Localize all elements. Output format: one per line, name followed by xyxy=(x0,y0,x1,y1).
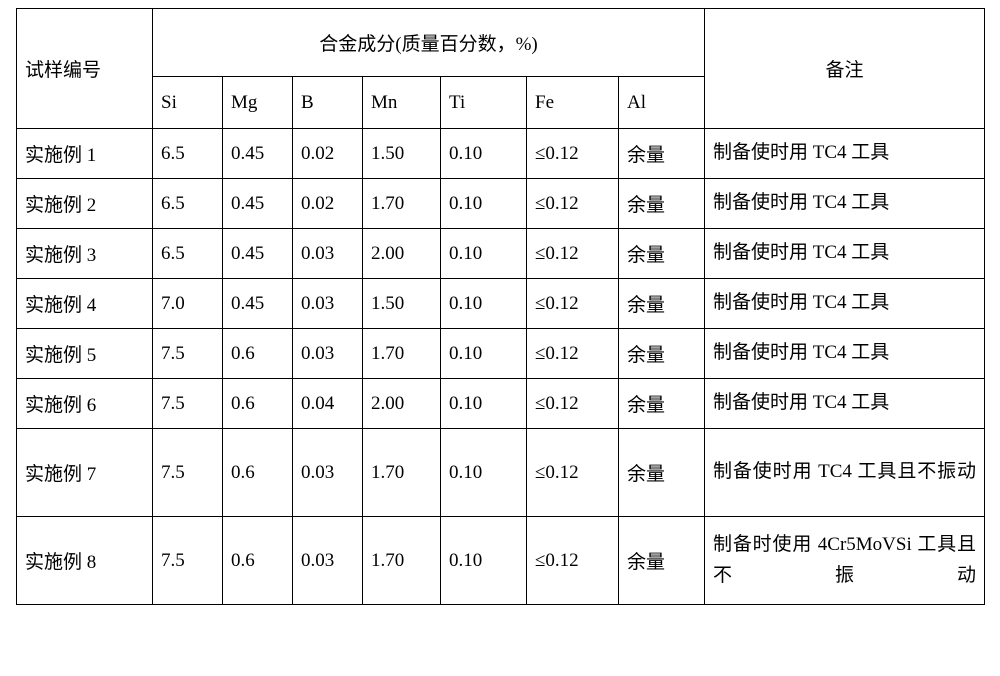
table-row: 实施例 47.00.450.031.500.10≤0.12余量制备使时用 TC4… xyxy=(17,279,985,329)
cell-mg: 0.45 xyxy=(223,229,293,279)
cell-al: 余量 xyxy=(619,179,705,229)
cell-al: 余量 xyxy=(619,229,705,279)
cell-id: 实施例 1 xyxy=(17,129,153,179)
table-row: 实施例 57.50.60.031.700.10≤0.12余量制备使时用 TC4 … xyxy=(17,329,985,379)
cell-mn: 1.50 xyxy=(363,129,441,179)
cell-b: 0.03 xyxy=(293,429,363,517)
header-col-mn: Mn xyxy=(363,77,441,129)
cell-mg: 0.6 xyxy=(223,329,293,379)
table-header-row-1: 试样编号 合金成分(质量百分数，%) 备注 xyxy=(17,9,985,77)
table-row: 实施例 87.50.60.031.700.10≤0.12余量制备时使用 4Cr5… xyxy=(17,517,985,605)
cell-b: 0.03 xyxy=(293,329,363,379)
table-row: 实施例 16.50.450.021.500.10≤0.12余量制备使时用 TC4… xyxy=(17,129,985,179)
cell-fe: ≤0.12 xyxy=(527,279,619,329)
cell-si: 6.5 xyxy=(153,229,223,279)
cell-al: 余量 xyxy=(619,129,705,179)
cell-si: 6.5 xyxy=(153,179,223,229)
cell-remark: 制备使时用 TC4 工具 xyxy=(705,379,985,429)
cell-remark: 制备时使用 4Cr5MoVSi 工具且不振动 xyxy=(705,517,985,605)
cell-fe: ≤0.12 xyxy=(527,329,619,379)
table-row: 实施例 67.50.60.042.000.10≤0.12余量制备使时用 TC4 … xyxy=(17,379,985,429)
cell-id: 实施例 5 xyxy=(17,329,153,379)
cell-si: 7.0 xyxy=(153,279,223,329)
cell-ti: 0.10 xyxy=(441,179,527,229)
cell-si: 6.5 xyxy=(153,129,223,179)
cell-mg: 0.45 xyxy=(223,129,293,179)
table-row: 实施例 36.50.450.032.000.10≤0.12余量制备使时用 TC4… xyxy=(17,229,985,279)
cell-al: 余量 xyxy=(619,379,705,429)
header-col-mg: Mg xyxy=(223,77,293,129)
cell-mn: 2.00 xyxy=(363,229,441,279)
cell-ti: 0.10 xyxy=(441,379,527,429)
cell-remark: 制备使时用 TC4 工具 xyxy=(705,129,985,179)
cell-ti: 0.10 xyxy=(441,129,527,179)
header-composition: 合金成分(质量百分数，%) xyxy=(153,9,705,77)
cell-remark: 制备使时用 TC4 工具 xyxy=(705,279,985,329)
cell-b: 0.03 xyxy=(293,229,363,279)
cell-ti: 0.10 xyxy=(441,229,527,279)
cell-id: 实施例 8 xyxy=(17,517,153,605)
header-col-si: Si xyxy=(153,77,223,129)
cell-ti: 0.10 xyxy=(441,329,527,379)
cell-si: 7.5 xyxy=(153,429,223,517)
cell-ti: 0.10 xyxy=(441,279,527,329)
cell-remark: 制备使时用 TC4 工具 xyxy=(705,329,985,379)
cell-fe: ≤0.12 xyxy=(527,517,619,605)
table-row: 实施例 77.50.60.031.700.10≤0.12余量制备使时用 TC4 … xyxy=(17,429,985,517)
cell-fe: ≤0.12 xyxy=(527,129,619,179)
cell-si: 7.5 xyxy=(153,379,223,429)
cell-si: 7.5 xyxy=(153,517,223,605)
cell-b: 0.03 xyxy=(293,279,363,329)
cell-id: 实施例 3 xyxy=(17,229,153,279)
header-col-fe: Fe xyxy=(527,77,619,129)
cell-al: 余量 xyxy=(619,279,705,329)
header-sample-id: 试样编号 xyxy=(17,9,153,129)
header-col-ti: Ti xyxy=(441,77,527,129)
cell-mn: 1.70 xyxy=(363,179,441,229)
cell-b: 0.04 xyxy=(293,379,363,429)
cell-b: 0.02 xyxy=(293,179,363,229)
cell-id: 实施例 2 xyxy=(17,179,153,229)
cell-al: 余量 xyxy=(619,329,705,379)
cell-mn: 1.70 xyxy=(363,429,441,517)
cell-mn: 1.70 xyxy=(363,329,441,379)
cell-remark: 制备使时用 TC4 工具 xyxy=(705,229,985,279)
cell-mn: 1.50 xyxy=(363,279,441,329)
cell-fe: ≤0.12 xyxy=(527,379,619,429)
cell-mg: 0.6 xyxy=(223,379,293,429)
cell-mg: 0.45 xyxy=(223,179,293,229)
header-col-al: Al xyxy=(619,77,705,129)
cell-si: 7.5 xyxy=(153,329,223,379)
cell-b: 0.03 xyxy=(293,517,363,605)
cell-mg: 0.6 xyxy=(223,429,293,517)
alloy-composition-table: 试样编号 合金成分(质量百分数，%) 备注 Si Mg B Mn Ti Fe A… xyxy=(16,8,985,605)
cell-remark: 制备使时用 TC4 工具且不振动 xyxy=(705,429,985,517)
cell-remark: 制备使时用 TC4 工具 xyxy=(705,179,985,229)
cell-mg: 0.45 xyxy=(223,279,293,329)
cell-ti: 0.10 xyxy=(441,517,527,605)
cell-mg: 0.6 xyxy=(223,517,293,605)
cell-id: 实施例 4 xyxy=(17,279,153,329)
cell-id: 实施例 6 xyxy=(17,379,153,429)
cell-mn: 1.70 xyxy=(363,517,441,605)
cell-fe: ≤0.12 xyxy=(527,429,619,517)
cell-ti: 0.10 xyxy=(441,429,527,517)
cell-fe: ≤0.12 xyxy=(527,179,619,229)
table-row: 实施例 26.50.450.021.700.10≤0.12余量制备使时用 TC4… xyxy=(17,179,985,229)
cell-id: 实施例 7 xyxy=(17,429,153,517)
cell-fe: ≤0.12 xyxy=(527,229,619,279)
cell-al: 余量 xyxy=(619,517,705,605)
cell-mn: 2.00 xyxy=(363,379,441,429)
cell-al: 余量 xyxy=(619,429,705,517)
header-remark: 备注 xyxy=(705,9,985,129)
cell-b: 0.02 xyxy=(293,129,363,179)
header-col-b: B xyxy=(293,77,363,129)
